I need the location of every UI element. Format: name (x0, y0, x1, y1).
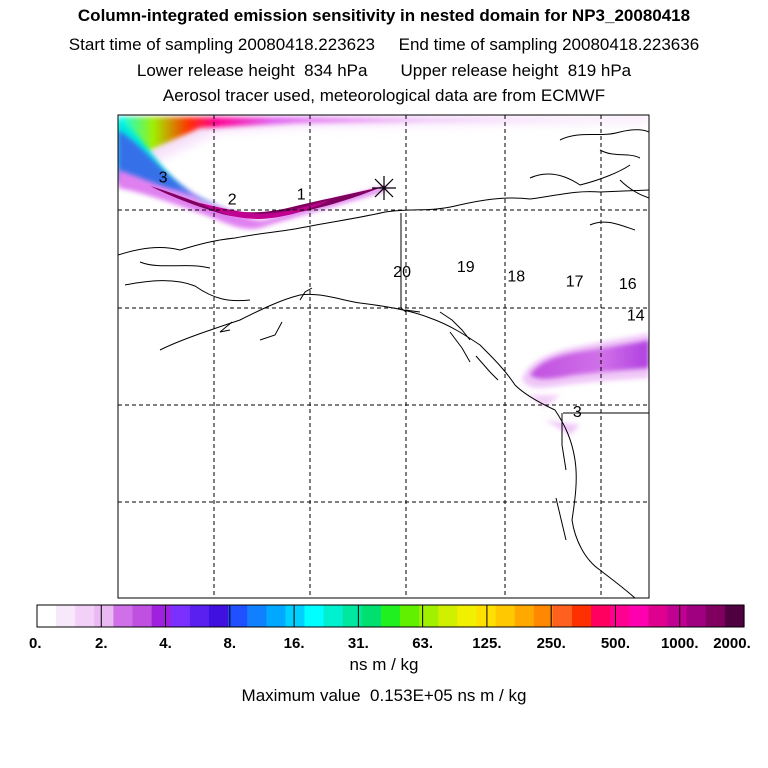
colorbar-tick-label-10: 1000. (661, 635, 699, 652)
colorbar-swatch-12 (266, 605, 287, 627)
colorbar-swatch-19 (400, 605, 420, 627)
colorbar-swatch-8 (189, 605, 210, 627)
trajectory-label-4: 19 (457, 259, 475, 276)
colorbar-swatch-13 (285, 605, 306, 627)
coastlines (118, 129, 649, 598)
colorbar-swatch-28 (572, 605, 592, 627)
colorbar-tick-label-6: 63. (412, 635, 433, 652)
graticule (118, 115, 649, 598)
colorbar-tick-label-9: 500. (601, 635, 630, 652)
borders (400, 213, 649, 541)
colorbar-ticks: 0. 2. 4. 8. 16. 31. 63. 125. 250. 500. 1000. 2000. (29, 605, 751, 652)
trajectory-label-5: 18 (507, 269, 525, 286)
colorbar-tick-label-1: 2. (95, 635, 108, 652)
colorbar-swatch-24 (495, 605, 516, 627)
colorbar-tick-label-5: 31. (348, 635, 369, 652)
colorbar-swatch-34 (686, 605, 707, 627)
trajectory-label-7: 16 (619, 276, 637, 293)
colorbar-swatch-23 (476, 605, 497, 627)
colorbar-swatch-9 (208, 605, 229, 627)
trajectory-label-0: 3 (159, 170, 168, 187)
colorbar-swatch-1 (56, 605, 76, 627)
colorbar-tick-label-0: 0. (29, 635, 42, 652)
colorbar-swatch-0 (37, 605, 57, 627)
colorbar-swatch-5 (132, 605, 153, 627)
tracer-info-line: Aerosol tracer used, meteorological data… (162, 86, 606, 105)
trajectory-label-9: 3 (573, 404, 582, 421)
colorbar-swatch-11 (247, 605, 267, 627)
colorbar-tick-label-7: 125. (472, 635, 501, 652)
trajectory-label-1: 2 (228, 191, 237, 208)
colorbar (36, 604, 745, 628)
colorbar-tick-label-3: 8. (224, 635, 237, 652)
map-frame (117, 114, 650, 599)
trajectory-label-6: 17 (566, 273, 584, 290)
colorbar-swatch-16 (342, 605, 363, 627)
plume-layer (118, 116, 649, 435)
colorbar-swatch-6 (151, 605, 172, 627)
colorbar-swatch-31 (629, 605, 650, 627)
colorbar-swatch-4 (113, 605, 134, 627)
colorbar-swatch-26 (533, 605, 554, 627)
colorbar-swatch-36 (724, 605, 745, 627)
release-height-line: Lower release height 834 hPa Upper relea… (136, 61, 632, 80)
colorbar-tick-label-2: 4. (159, 635, 172, 652)
release-point-icon (372, 176, 396, 200)
trajectory-label-3: 20 (393, 264, 411, 281)
map-title: Column-integrated emission sensitivity i… (77, 6, 691, 25)
colorbar-swatch-32 (648, 605, 669, 627)
trajectory-label-2: 1 (297, 187, 306, 204)
colorbar-swatch-2 (75, 605, 95, 627)
max-value: Maximum value 0.153E+05 ns m / kg (241, 686, 527, 705)
colorbar-tick-label-8: 250. (537, 635, 566, 652)
colorbar-swatch-15 (323, 605, 344, 627)
colorbar-swatch-18 (380, 605, 401, 627)
colorbar-swatch-17 (361, 605, 382, 627)
colorbar-tick-label-11: 2000. (713, 635, 751, 652)
colorbar-swatch-29 (591, 605, 611, 627)
colorbar-swatch-21 (438, 605, 458, 627)
sampling-time-line: Start time of sampling 20080418.223623 E… (68, 35, 700, 54)
colorbar-units: ns m / kg (349, 655, 419, 674)
colorbar-swatch-25 (514, 605, 535, 627)
colorbar-swatch-33 (667, 605, 688, 627)
colorbar-swatch-35 (705, 605, 726, 627)
colorbar-swatch-20 (419, 605, 439, 627)
colorbar-swatch-7 (170, 605, 191, 627)
colorbar-swatch-3 (94, 605, 115, 627)
trajectory-label-8: 14 (627, 307, 645, 324)
colorbar-swatch-30 (610, 605, 630, 627)
colorbar-swatch-22 (457, 605, 478, 627)
colorbar-swatch-10 (228, 605, 248, 627)
colorbar-swatch-27 (552, 605, 573, 627)
colorbar-tick-label-4: 16. (284, 635, 305, 652)
colorbar-swatch-14 (304, 605, 325, 627)
